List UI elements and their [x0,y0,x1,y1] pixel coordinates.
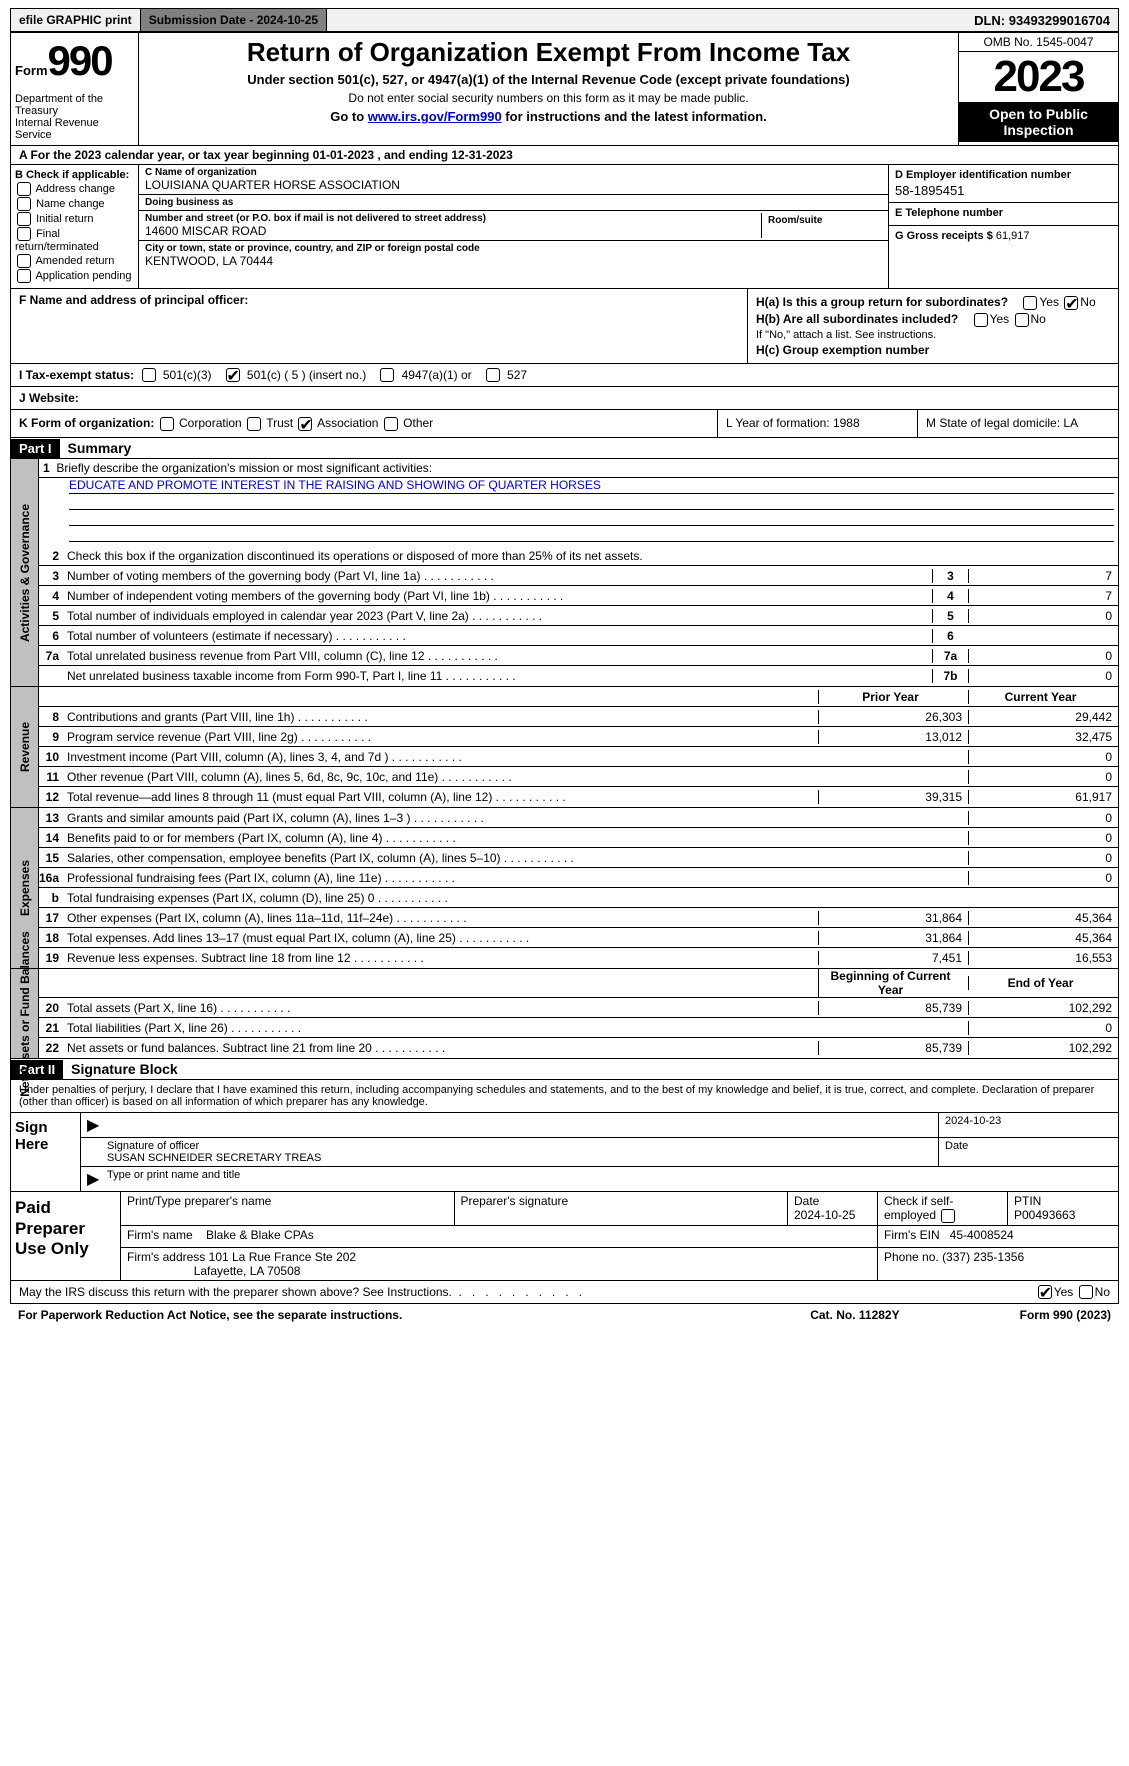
discuss-no[interactable] [1079,1285,1093,1299]
table-row: 19Revenue less expenses. Subtract line 1… [39,948,1118,968]
table-row: 12Total revenue—add lines 8 through 11 (… [39,787,1118,807]
subtitle-3: Go to www.irs.gov/Form990 for instructio… [147,109,950,124]
form-990-page: efile GRAPHIC print Submission Date - 20… [0,0,1129,1334]
net-assets-section: Net Assets or Fund Balances Beginning of… [10,969,1119,1059]
gross-receipts: 61,917 [996,230,1030,242]
subtitle-1: Under section 501(c), 527, or 4947(a)(1)… [147,72,950,87]
ha-yes[interactable] [1023,296,1037,310]
check-name-change[interactable] [17,197,31,211]
table-row: 16aProfessional fundraising fees (Part I… [39,868,1118,888]
entity-info-block: B Check if applicable: Address change Na… [10,165,1119,289]
ha-no[interactable] [1064,296,1078,310]
year-of-formation: L Year of formation: 1988 [718,410,918,437]
vtab-governance: Activities & Governance [18,504,32,642]
table-row: 8Contributions and grants (Part VIII, li… [39,707,1118,727]
top-bar: efile GRAPHIC print Submission Date - 20… [10,8,1119,32]
check-501c3[interactable] [142,368,156,382]
table-row: 14Benefits paid to or for members (Part … [39,828,1118,848]
check-4947[interactable] [380,368,394,382]
col-c-name-address: C Name of organization LOUISIANA QUARTER… [139,165,888,288]
street-address: 14600 MISCAR ROAD [145,224,761,238]
check-self-employed[interactable] [941,1209,955,1223]
governance-section: Activities & Governance 1 Briefly descri… [10,459,1119,687]
prep-date: 2024-10-25 [794,1208,855,1222]
form-title: Return of Organization Exempt From Incom… [147,37,950,68]
table-row: bTotal fundraising expenses (Part IX, co… [39,888,1118,908]
row-f-h: F Name and address of principal officer:… [10,289,1119,364]
form-header: Form990 Department of the Treasury Inter… [10,32,1119,146]
table-row: 20Total assets (Part X, line 16)85,73910… [39,998,1118,1018]
check-address-change[interactable] [17,182,31,196]
revenue-section: Revenue Prior YearCurrent Year 8Contribu… [10,687,1119,808]
vtab-expenses: Expenses [18,860,32,916]
part-1-header: Part I Summary [10,438,1119,459]
check-501c[interactable] [226,368,240,382]
discuss-yes[interactable] [1038,1285,1052,1299]
sig-date: 2024-10-23 [938,1113,1118,1137]
efile-button[interactable]: efile GRAPHIC print [11,9,141,31]
dept-label: Department of the Treasury Internal Reve… [15,93,134,141]
table-row: 13Grants and similar amounts paid (Part … [39,808,1118,828]
tax-year: 2023 [959,52,1118,102]
table-row: 22Net assets or fund balances. Subtract … [39,1038,1118,1058]
officer-name: SUSAN SCHNEIDER SECRETARY TREAS [107,1152,321,1164]
city-state-zip: KENTWOOD, LA 70444 [145,254,882,268]
page-footer: For Paperwork Reduction Act Notice, see … [10,1304,1119,1326]
expenses-section: Expenses 13Grants and similar amounts pa… [10,808,1119,969]
vtab-revenue: Revenue [18,722,32,772]
line-7b-val: 0 [968,669,1118,683]
row-a-tax-year: A For the 2023 calendar year, or tax yea… [10,146,1119,165]
check-application-pending[interactable] [17,269,31,283]
paid-preparer-block: Paid Preparer Use Only Print/Type prepar… [10,1192,1119,1281]
check-amended-return[interactable] [17,254,31,268]
check-initial-return[interactable] [17,212,31,226]
omb-number: OMB No. 1545-0047 [959,33,1118,52]
dln: DLN: 93493299016704 [966,13,1118,28]
row-k-l-m: K Form of organization: Corporation Trus… [10,410,1119,438]
submission-date: Submission Date - 2024-10-25 [141,9,327,31]
table-row: 10Investment income (Part VIII, column (… [39,747,1118,767]
table-row: 21Total liabilities (Part X, line 26)0 [39,1018,1118,1038]
firm-ein: 45-4008524 [950,1228,1014,1242]
ptin: P00493663 [1014,1208,1075,1222]
table-row: 17Other expenses (Part IX, column (A), l… [39,908,1118,928]
form-number: 990 [48,37,112,84]
org-name: LOUISIANA QUARTER HORSE ASSOCIATION [145,178,882,192]
table-row: 9Program service revenue (Part VIII, lin… [39,727,1118,747]
table-row: 11Other revenue (Part VIII, column (A), … [39,767,1118,787]
line-3-val: 7 [968,569,1118,583]
col-d-e-g: D Employer identification number 58-1895… [888,165,1118,288]
hb-no[interactable] [1015,313,1029,327]
sign-here-block: Sign Here ▶ 2024-10-23 Signature of offi… [10,1113,1119,1192]
check-other[interactable] [384,417,398,431]
part-2-header: Part II Signature Block [10,1059,1119,1080]
firm-phone: (337) 235-1356 [942,1250,1024,1264]
form-label: Form [15,63,48,78]
check-final-return[interactable] [17,227,31,241]
ein: 58-1895451 [895,183,1112,198]
line-4-val: 7 [968,589,1118,603]
line-7a-val: 0 [968,649,1118,663]
line-5-val: 0 [968,609,1118,623]
table-row: 15Salaries, other compensation, employee… [39,848,1118,868]
public-inspection: Open to Public Inspection [959,102,1118,142]
state-domicile: M State of legal domicile: LA [918,410,1118,437]
irs-link[interactable]: www.irs.gov/Form990 [368,109,502,124]
row-j-website: J Website: [10,387,1119,410]
firm-name: Blake & Blake CPAs [206,1228,314,1242]
mission-text: EDUCATE AND PROMOTE INTEREST IN THE RAIS… [69,478,1114,494]
row-i-tax-exempt: I Tax-exempt status: 501(c)(3) 501(c) ( … [10,364,1119,388]
subtitle-2: Do not enter social security numbers on … [147,91,950,105]
vtab-net-assets: Net Assets or Fund Balances [18,931,32,1097]
table-row: 18Total expenses. Add lines 13–17 (must … [39,928,1118,948]
check-527[interactable] [486,368,500,382]
discuss-with-preparer: May the IRS discuss this return with the… [10,1281,1119,1304]
firm-address: 101 La Rue France Ste 202 [209,1250,356,1264]
hb-yes[interactable] [974,313,988,327]
col-b-checkboxes: B Check if applicable: Address change Na… [11,165,139,288]
check-association[interactable] [298,417,312,431]
check-trust[interactable] [247,417,261,431]
signature-intro: Under penalties of perjury, I declare th… [10,1080,1119,1113]
check-corporation[interactable] [160,417,174,431]
